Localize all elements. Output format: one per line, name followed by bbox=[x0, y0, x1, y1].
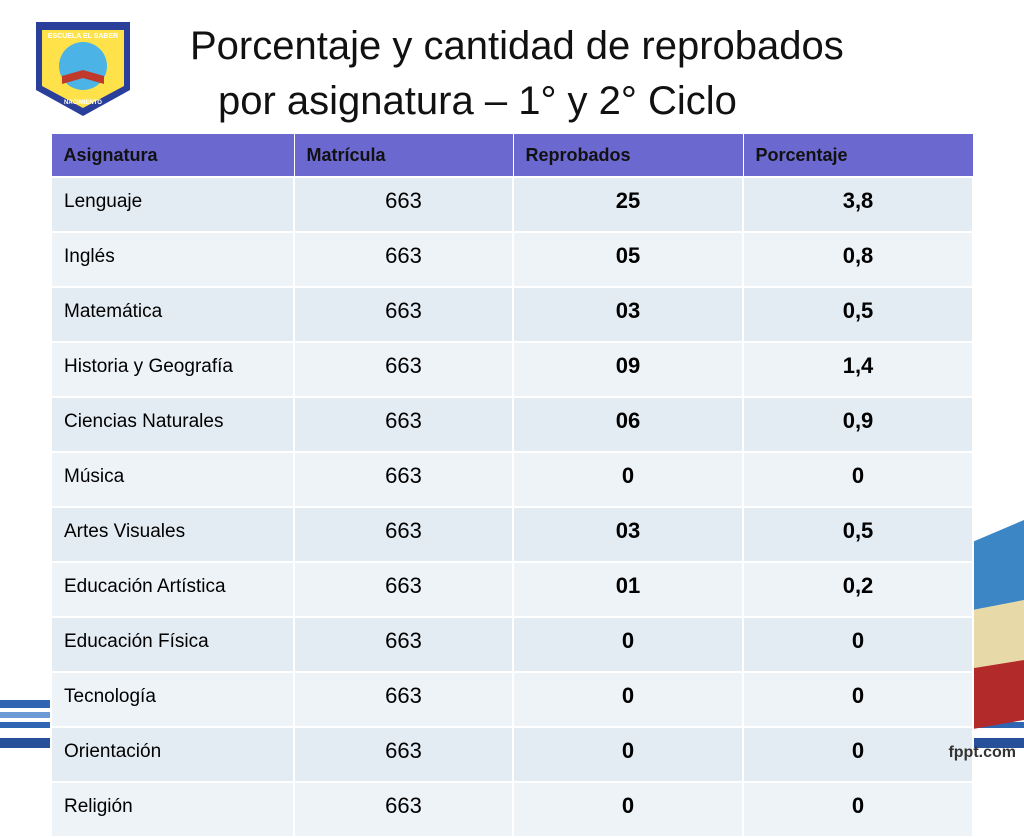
header-row: Asignatura Matrícula Reprobados Porcentaje bbox=[50, 133, 974, 178]
cell: 03 bbox=[512, 506, 744, 563]
cell: 1,4 bbox=[742, 341, 974, 398]
row: Educación Artística 663 01 0,2 bbox=[50, 561, 974, 618]
row: Religión 663 0 0 bbox=[50, 781, 974, 838]
cell: 663 bbox=[293, 781, 514, 838]
cell: Ciencias Naturales bbox=[50, 396, 295, 453]
row: Lenguaje 663 25 3,8 bbox=[50, 176, 974, 233]
cell: 03 bbox=[512, 286, 744, 343]
title: por asignatura – 1° y 2° Ciclo bbox=[218, 79, 737, 123]
cell: Artes Visuales bbox=[50, 506, 295, 563]
cell: 663 bbox=[293, 451, 514, 508]
cell: 3,8 bbox=[742, 176, 974, 233]
cell: 0 bbox=[512, 781, 744, 838]
cell: Tecnología bbox=[50, 671, 295, 728]
cell: 0 bbox=[512, 616, 744, 673]
logo-text: ESCUELA EL SABER bbox=[48, 33, 118, 40]
cell: Inglés bbox=[50, 231, 295, 288]
cell: 663 bbox=[293, 506, 514, 563]
cell: 663 bbox=[293, 616, 514, 673]
cell: 663 bbox=[293, 341, 514, 398]
cell: 0 bbox=[512, 726, 744, 783]
cell: 0 bbox=[512, 451, 744, 508]
table: Asignatura Matrícula Reprobados Porcentaje … bbox=[50, 133, 974, 838]
row: Ciencias Naturales 663 06 0,9 bbox=[50, 396, 974, 453]
header-cell: Matrícula bbox=[293, 133, 514, 178]
logo-book bbox=[62, 70, 104, 84]
cell: 0 bbox=[742, 616, 974, 673]
cell: 0 bbox=[742, 451, 974, 508]
cell: 01 bbox=[512, 561, 744, 618]
row: Historia y Geografía 663 09 1,4 bbox=[50, 341, 974, 398]
cell: 663 bbox=[293, 561, 514, 618]
cell: 0,5 bbox=[742, 286, 974, 343]
cell: Religión bbox=[50, 781, 295, 838]
row: Inglés 663 05 0,8 bbox=[50, 231, 974, 288]
cell: 0 bbox=[742, 781, 974, 838]
row: Matemática 663 03 0,5 bbox=[50, 286, 974, 343]
cell: 0,5 bbox=[742, 506, 974, 563]
cell: 663 bbox=[293, 396, 514, 453]
cell: Historia y Geografía bbox=[50, 341, 295, 398]
header-cell: Reprobados bbox=[512, 133, 744, 178]
cell: 09 bbox=[512, 341, 744, 398]
cell: Educación Física bbox=[50, 616, 295, 673]
cell: 25 bbox=[512, 176, 744, 233]
cell: Música bbox=[50, 451, 295, 508]
slide: ESCUELA EL SABER NACIMIENTO Porcentaje y… bbox=[0, 22, 1024, 838]
cell: 663 bbox=[293, 726, 514, 783]
cell: 663 bbox=[293, 176, 514, 233]
cell: 0,9 bbox=[742, 396, 974, 453]
cell: 663 bbox=[293, 286, 514, 343]
title: Porcentaje y cantidad de reprobados bbox=[190, 24, 844, 68]
cell: 0 bbox=[512, 671, 744, 728]
footer: fppt.com bbox=[948, 744, 1016, 761]
row: Tecnología 663 0 0 bbox=[50, 671, 974, 728]
cell: Educación Artística bbox=[50, 561, 295, 618]
cell: Lenguaje bbox=[50, 176, 295, 233]
cell: 663 bbox=[293, 671, 514, 728]
cell: 05 bbox=[512, 231, 744, 288]
cell: 0,2 bbox=[742, 561, 974, 618]
row: Educación Física 663 0 0 bbox=[50, 616, 974, 673]
cell: 0 bbox=[742, 671, 974, 728]
cell: 0,8 bbox=[742, 231, 974, 288]
logo-text: NACIMIENTO bbox=[64, 100, 102, 106]
logo-sky bbox=[59, 42, 107, 90]
cell: Matemática bbox=[50, 286, 295, 343]
header-cell: Porcentaje bbox=[742, 133, 974, 178]
cell: Orientación bbox=[50, 726, 295, 783]
row: Artes Visuales 663 03 0,5 bbox=[50, 506, 974, 563]
cell: 663 bbox=[293, 231, 514, 288]
row: Orientación 663 0 0 bbox=[50, 726, 974, 783]
cell: 06 bbox=[512, 396, 744, 453]
cell: 0 bbox=[742, 726, 974, 783]
header-cell: Asignatura bbox=[50, 133, 295, 178]
row: Música 663 0 0 bbox=[50, 451, 974, 508]
